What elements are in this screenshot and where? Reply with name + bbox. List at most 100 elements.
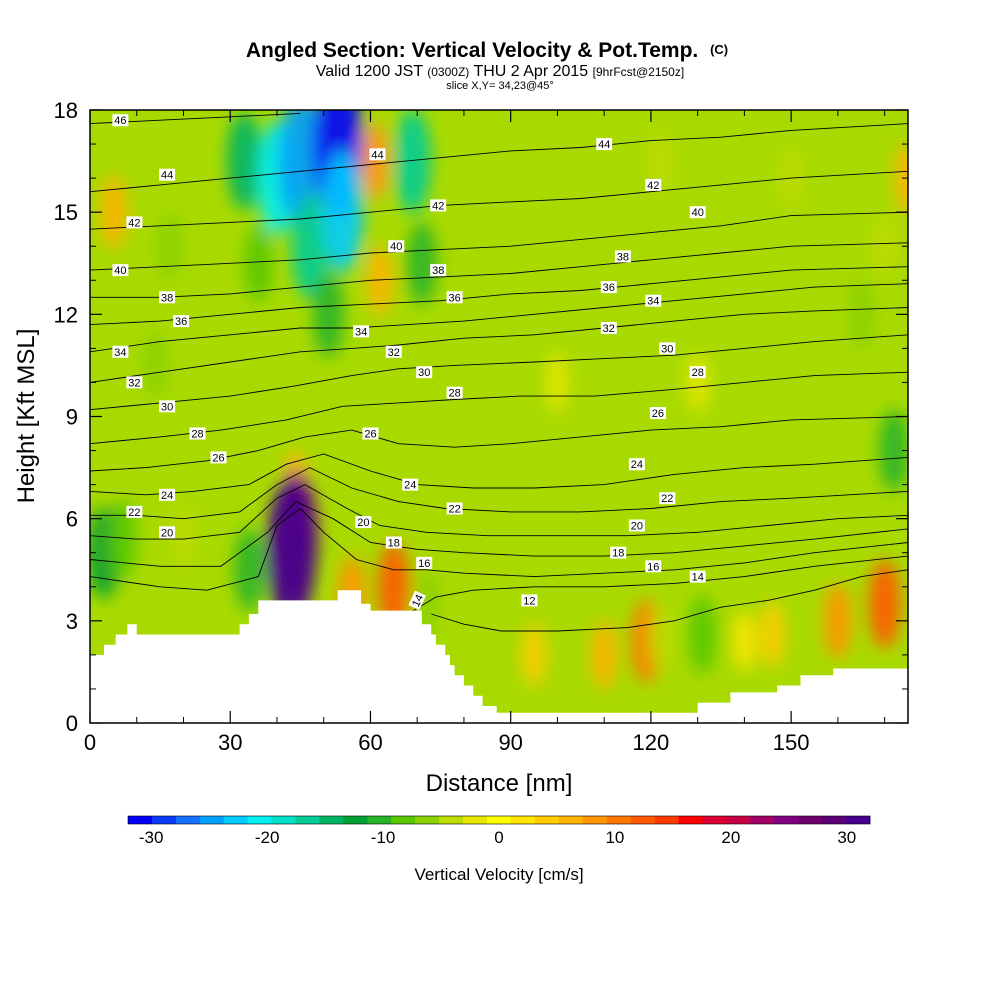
colorbar-segment xyxy=(846,816,871,824)
contour-label-text: 14 xyxy=(410,593,426,609)
colorbar-segment xyxy=(606,816,632,824)
contour-label: 32 xyxy=(385,345,402,359)
subtitle-date: THU 2 Apr 2015 xyxy=(473,63,588,80)
contour-label-bg xyxy=(689,206,706,219)
contour-label-bg xyxy=(210,451,227,464)
contour-label-bg xyxy=(355,516,372,529)
contour-label: 44 xyxy=(596,138,613,151)
contour-label-text: 14 xyxy=(692,572,704,584)
colorbar-segment xyxy=(415,816,440,824)
contour-label: 22 xyxy=(659,492,676,505)
colorbar-tick-label: 10 xyxy=(605,828,624,847)
contour-label-bg xyxy=(416,366,433,379)
velocity-cell xyxy=(99,175,127,249)
y-tick-label: 6 xyxy=(66,507,78,532)
colorbar-segment xyxy=(702,816,727,824)
contour-label-text: 30 xyxy=(161,401,173,413)
colorbar-segment xyxy=(247,816,273,824)
velocity-cell xyxy=(522,623,547,687)
velocity-cell xyxy=(545,352,569,413)
contour-label-text: 28 xyxy=(692,367,704,379)
contour-label: 28 xyxy=(446,386,463,400)
contour-label-text: 12 xyxy=(523,595,535,607)
contour-label: 44 xyxy=(369,148,386,161)
contour-label: 14 xyxy=(408,590,427,611)
contour-label-text: 34 xyxy=(114,347,126,359)
colorbar-segment xyxy=(367,816,392,824)
contour-label: 34 xyxy=(645,294,662,308)
velocity-cell xyxy=(823,583,852,659)
contour-label: 38 xyxy=(159,291,176,304)
contour-label: 36 xyxy=(600,281,617,294)
colorbar-frame xyxy=(127,815,871,825)
contour-label: 42 xyxy=(430,199,447,212)
contour-label-text: 26 xyxy=(652,408,664,420)
contour-label: 32 xyxy=(126,376,143,389)
colorbar-segment xyxy=(391,816,416,824)
isentrope-line-16 xyxy=(90,507,908,591)
velocity-cell xyxy=(868,559,901,649)
contour-label-bg xyxy=(600,281,617,294)
isentrope-line-22 xyxy=(90,467,908,520)
contour-label-bg xyxy=(430,199,447,212)
contour-label-text: 34 xyxy=(355,326,367,338)
contour-label-bg xyxy=(659,492,676,505)
contour-label-bg xyxy=(610,546,627,559)
velocity-cell xyxy=(265,479,316,626)
subtitle-valid: Valid 1200 JST xyxy=(316,63,424,80)
colorbar-segment xyxy=(774,816,799,824)
contour-label-text: 46 xyxy=(114,115,126,127)
velocity-cell xyxy=(847,278,875,351)
velocity-cell xyxy=(732,611,756,672)
isentrope-line-28 xyxy=(90,371,908,445)
contour-label-bg xyxy=(112,114,129,127)
x-tick-label: 120 xyxy=(633,730,670,755)
colorbar-segment xyxy=(510,816,536,824)
contour-label-text: 28 xyxy=(448,388,460,400)
contour-label-bg xyxy=(446,502,463,515)
colorbar-segment xyxy=(582,816,608,824)
y-tick-label: 9 xyxy=(66,405,78,430)
colorbar: -30 -20 -10 0 10 20 30 xyxy=(127,815,871,847)
contour-label-text: 40 xyxy=(390,241,402,253)
velocity-field xyxy=(90,110,908,690)
contour-label-text: 16 xyxy=(418,558,430,570)
contour-label-text: 18 xyxy=(612,548,624,560)
y-tick-label: 18 xyxy=(54,98,78,123)
contour-label: 40 xyxy=(689,206,706,219)
contour-label-bg xyxy=(614,250,631,263)
subtitle-utc: (0300Z) xyxy=(427,65,469,79)
contour-label-text: 22 xyxy=(128,507,140,519)
contour-label: 34 xyxy=(112,345,129,359)
velocity-cell xyxy=(686,352,710,413)
contour-label-bg xyxy=(159,400,176,413)
colorbar-segment xyxy=(223,816,249,824)
contour-label-bg xyxy=(408,590,427,611)
colorbar-segment xyxy=(439,816,464,824)
contour-label-text: 34 xyxy=(647,296,659,308)
colorbar-segment xyxy=(630,816,655,824)
contour-label-text: 18 xyxy=(388,538,400,550)
colorbar-segment xyxy=(319,816,344,824)
y-tick-label: 15 xyxy=(54,200,78,225)
isentrope-line-30 xyxy=(90,334,908,411)
contour-label: 22 xyxy=(446,502,463,516)
contour-label: 16 xyxy=(416,556,433,570)
isentrope-line-42 xyxy=(90,170,908,230)
contour-label: 36 xyxy=(173,315,190,328)
contour-label: 42 xyxy=(645,178,662,192)
contour-label-text: 20 xyxy=(161,527,173,539)
contour-label-bg xyxy=(659,342,676,355)
contour-label-text: 26 xyxy=(364,429,376,441)
contour-label-bg xyxy=(112,345,129,358)
colorbar-segment xyxy=(750,816,775,824)
contour-label: 44 xyxy=(159,168,176,182)
colorbar-segment xyxy=(463,816,488,824)
contour-label-text: 38 xyxy=(617,251,629,263)
isentrope-line-38 xyxy=(90,242,908,298)
velocity-cell xyxy=(872,213,898,280)
colorbar-segment xyxy=(534,816,560,824)
y-axis-label: Height [Kft MSL] xyxy=(13,329,40,504)
subtitle-forecast: [9hrFcst@2150z] xyxy=(593,65,685,79)
